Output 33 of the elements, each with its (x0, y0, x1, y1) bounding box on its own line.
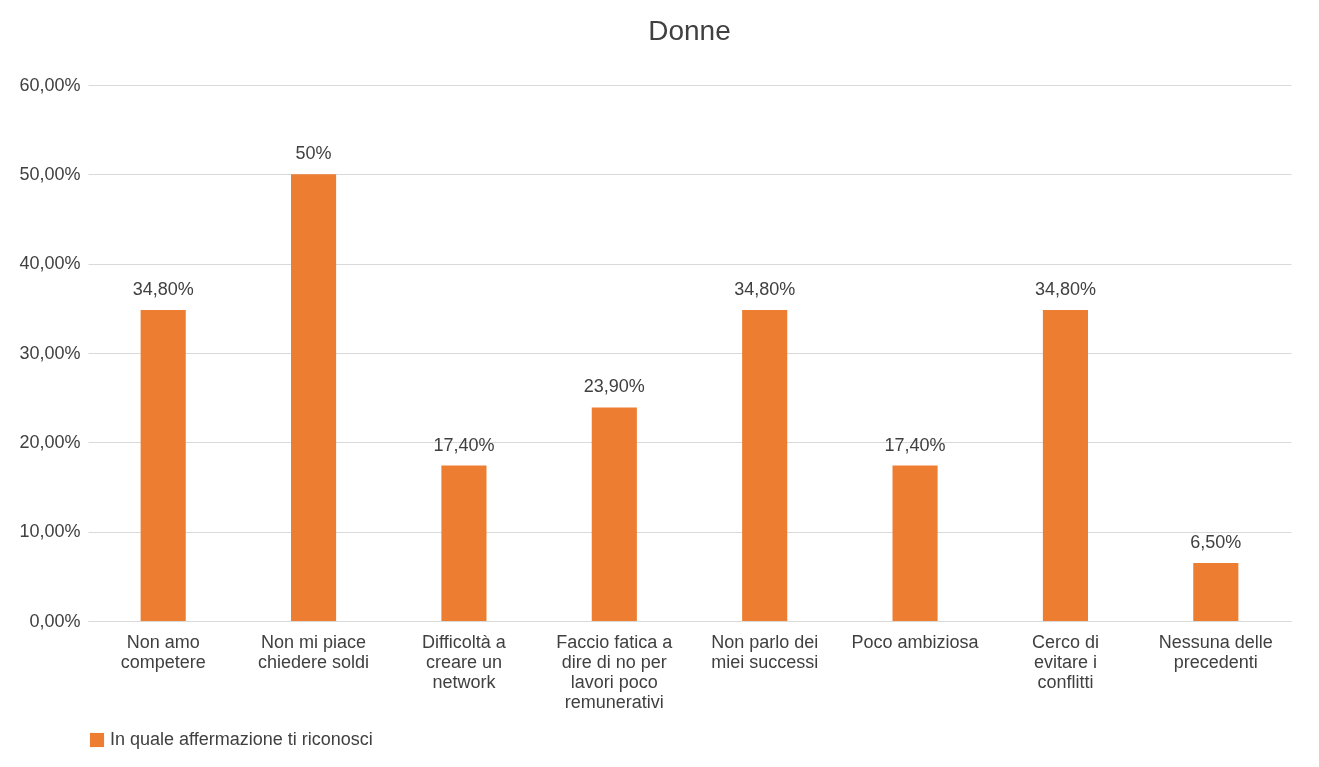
bar (291, 174, 337, 621)
y-tick-label: 40,00% (19, 253, 81, 274)
bar (892, 465, 938, 621)
legend-label: In quale affermazione ti riconosci (110, 729, 373, 749)
x-tick-label: Poco ambiziosa (851, 631, 980, 652)
x-tick-label: Faccio fatica a dire di no per lavori poco remunerativi (556, 631, 674, 712)
data-label: 17,40% (433, 434, 495, 455)
data-label: 17,40% (884, 434, 946, 455)
x-tick-label: Nessuna delle precedenti (1158, 631, 1273, 672)
x-tick-label: Difficoltà a creare un network (422, 631, 507, 692)
bar (591, 407, 637, 621)
data-label: 6,50% (1190, 531, 1242, 552)
bar (1193, 562, 1239, 621)
data-label: 50% (295, 143, 332, 164)
x-tick-label: Non amo competere (120, 631, 206, 672)
bar (140, 310, 186, 621)
x-tick-label: Non parlo dei miei successi (711, 631, 819, 672)
data-label: 23,90% (583, 376, 645, 397)
data-label: 34,80% (1034, 279, 1096, 300)
y-tick-label: 50,00% (19, 163, 81, 184)
y-tick-label: 0,00% (29, 610, 81, 631)
y-tick-label: 60,00% (19, 74, 81, 95)
bar (742, 310, 788, 621)
chart-title: Donne (648, 15, 731, 46)
y-tick-label: 30,00% (19, 342, 81, 363)
y-tick-label: 20,00% (19, 431, 81, 452)
y-tick-label: 10,00% (19, 521, 81, 542)
x-tick-label: Non mi piace chiedere soldi (258, 631, 370, 672)
x-tick-label: Cerco di evitare i conflitti (1031, 631, 1099, 692)
bar (1042, 310, 1088, 621)
data-label: 34,80% (734, 279, 796, 300)
data-label: 34,80% (132, 279, 194, 300)
bar (441, 465, 487, 621)
